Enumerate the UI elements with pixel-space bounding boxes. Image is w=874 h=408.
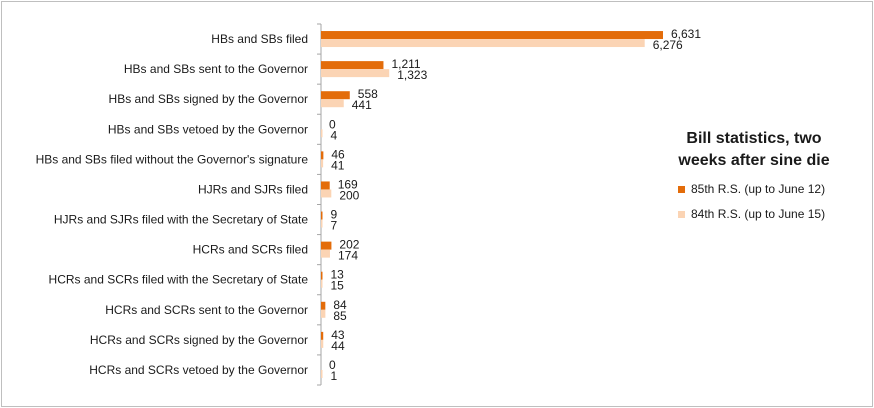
data-label-84th: 4 — [331, 128, 338, 142]
data-label-84th: 174 — [338, 249, 358, 263]
bar-85th — [321, 271, 323, 280]
data-label-84th: 44 — [331, 339, 345, 353]
data-label-84th: 200 — [339, 188, 359, 202]
category-label: HBs and SBs sent to the Governor — [124, 62, 308, 76]
data-label-85th: 46 — [331, 147, 345, 161]
bar-84th — [321, 249, 330, 258]
data-label-84th: 1 — [331, 369, 338, 383]
bar-84th — [321, 309, 326, 318]
category-label: HBs and SBs signed by the Governor — [109, 92, 308, 106]
chart-title-line-2: weeks after sine die — [677, 152, 829, 169]
data-label-84th: 85 — [333, 309, 347, 323]
category-label: HBs and SBs vetoed by the Governor — [108, 122, 308, 136]
data-label-85th: 13 — [331, 268, 345, 282]
bar-85th — [321, 301, 326, 310]
data-label-85th: 1,211 — [391, 57, 420, 71]
data-label-85th: 558 — [358, 87, 378, 101]
data-label-85th: 6,631 — [671, 27, 701, 41]
bar-84th — [321, 99, 344, 108]
bar-85th — [321, 331, 324, 340]
data-label-85th: 0 — [329, 117, 336, 131]
data-label-84th: 6,276 — [653, 38, 683, 52]
category-label: HCRs and SCRs filed — [193, 243, 308, 257]
bar-84th — [321, 129, 323, 138]
data-label-84th: 7 — [331, 219, 338, 233]
legend-label-85th: 85th R.S. (up to June 12) — [691, 182, 825, 196]
bar-85th — [321, 61, 384, 70]
category-label: HBs and SBs filed without the Governor's… — [36, 152, 309, 166]
bar-84th — [321, 69, 390, 78]
data-label-85th: 43 — [331, 328, 345, 342]
data-label-85th: 0 — [329, 358, 336, 372]
bar-84th — [321, 369, 323, 378]
bar-84th — [321, 39, 645, 48]
bar-84th — [321, 279, 323, 288]
data-label-85th: 202 — [339, 238, 359, 252]
data-label-84th: 441 — [352, 98, 372, 112]
data-label-85th: 84 — [333, 298, 347, 312]
bar-84th — [321, 339, 324, 348]
legend-swatch-85th — [678, 186, 685, 193]
bar-85th — [321, 91, 350, 100]
bar-85th — [321, 31, 663, 40]
data-label-84th: 15 — [331, 279, 345, 293]
legend-swatch-84th — [678, 211, 685, 218]
category-label: HCRs and SCRs filed with the Secretary o… — [49, 273, 309, 287]
category-label: HCRs and SCRs vetoed by the Governor — [89, 363, 308, 377]
category-label: HBs and SBs filed — [211, 32, 308, 46]
category-label: HJRs and SJRs filed — [198, 182, 308, 196]
category-label: HJRs and SJRs filed with the Secretary o… — [54, 213, 308, 227]
data-label-85th: 169 — [338, 177, 358, 191]
legend-label-84th: 84th R.S. (up to June 15) — [691, 207, 825, 221]
category-label: HCRs and SCRs sent to the Governor — [105, 303, 308, 317]
data-label-84th: 41 — [331, 158, 345, 172]
bar-84th — [321, 189, 332, 198]
bar-85th — [321, 211, 323, 220]
bar-84th — [321, 219, 323, 228]
bar-84th — [321, 159, 324, 168]
bar-85th — [321, 151, 324, 160]
chart-title-line-1: Bill statistics, two — [686, 130, 821, 147]
bar-85th — [321, 241, 332, 250]
category-label: HCRs and SCRs signed by the Governor — [90, 333, 308, 347]
bar-85th — [321, 181, 330, 190]
data-label-85th: 9 — [331, 208, 338, 222]
data-label-84th: 1,323 — [397, 68, 427, 82]
